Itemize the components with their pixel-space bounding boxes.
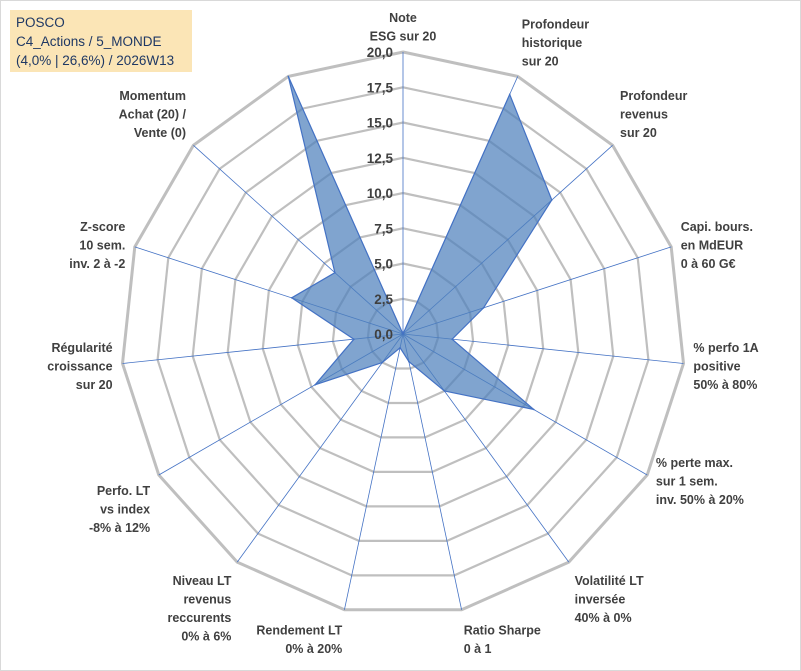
data-point-6 bbox=[443, 390, 446, 392]
data-point-7 bbox=[408, 360, 410, 363]
chart-title-box: POSCO C4_Actions / 5_MONDE (4,0% | 26,6%… bbox=[10, 10, 192, 72]
grid-ring-8 bbox=[120, 50, 686, 612]
data-point-12 bbox=[290, 297, 293, 299]
axis-label-8: Rendement LT 0% à 20% bbox=[256, 624, 342, 657]
tick-label: 10,0 bbox=[367, 186, 393, 201]
spoke-9 bbox=[236, 333, 404, 563]
chart-title-category: C4_Actions / 5_MONDE bbox=[16, 34, 162, 49]
data-series-area bbox=[287, 76, 553, 411]
axis-label-12: Z-score 10 sem. inv. 2 à -2 bbox=[69, 220, 125, 271]
spoke-7 bbox=[402, 333, 462, 610]
axis-label-13: Momentum Achat (20) / Vente (0) bbox=[119, 89, 187, 140]
axis-label-5: % perte max. sur 1 sem. inv. 50% à 20% bbox=[656, 456, 744, 507]
axis-labels: Note ESG sur 20 Profondeur historique sur 20… bbox=[47, 11, 758, 656]
data-point-14 bbox=[287, 75, 290, 78]
data-point-13 bbox=[334, 271, 336, 274]
tick-label: 0,0 bbox=[374, 327, 393, 342]
axis-label-9: Niveau LT revenus reccurents 0% à 6% bbox=[167, 574, 231, 644]
grid-ring-7 bbox=[156, 86, 650, 577]
data-point-5 bbox=[532, 408, 535, 411]
grid-ring-6 bbox=[191, 121, 615, 543]
axis-label-10: Perfo. LT vs index -8% à 12% bbox=[89, 484, 151, 535]
grid-ring-5 bbox=[226, 156, 580, 508]
axis-label-3: Capi. bours. en MdEUR 0 à 60 G€ bbox=[681, 220, 753, 271]
chart-title-company: POSCO bbox=[16, 15, 65, 30]
tick-label: 20,0 bbox=[367, 45, 393, 60]
tick-label: 5,0 bbox=[374, 257, 393, 272]
axis-label-0: Note ESG sur 20 bbox=[370, 11, 437, 44]
tick-label: 17,5 bbox=[367, 80, 394, 95]
grid-ring-4 bbox=[261, 191, 545, 473]
radar-series bbox=[287, 75, 553, 411]
data-point-4 bbox=[451, 338, 453, 341]
data-point-1 bbox=[508, 93, 511, 96]
data-point-0 bbox=[402, 333, 404, 335]
data-point-3 bbox=[482, 307, 485, 309]
axis-label-6: Volatilité LT inversée 40% à 0% bbox=[575, 574, 644, 625]
data-point-8 bbox=[399, 347, 401, 349]
data-point-2 bbox=[551, 199, 553, 201]
tick-label: 15,0 bbox=[367, 116, 393, 131]
axis-label-1: Profondeur historique sur 20 bbox=[522, 18, 589, 69]
tick-label: 12,5 bbox=[367, 151, 394, 166]
axis-label-11: Régularité croissance sur 20 bbox=[47, 341, 112, 392]
tick-label: 2,5 bbox=[374, 292, 393, 307]
chart-title-stats: (4,0% | 26,6%) / 2026W13 bbox=[16, 53, 175, 68]
axis-label-2: Profondeur revenus sur 20 bbox=[620, 89, 687, 140]
data-point-11 bbox=[353, 338, 355, 341]
data-point-9 bbox=[381, 361, 384, 364]
tick-label: 7,5 bbox=[374, 221, 393, 236]
axis-label-7: Ratio Sharpe 0 à 1 bbox=[464, 624, 541, 657]
data-point-10 bbox=[314, 384, 316, 386]
spoke-8 bbox=[344, 333, 404, 610]
axis-label-4: % perfo 1A positive 50% à 80% bbox=[693, 341, 758, 392]
radar-grid bbox=[120, 50, 686, 612]
radial-tick-labels: 0,0 2,5 5,0 7,5 10,0 12,5 15,0 17,5 20,0 bbox=[367, 45, 394, 342]
